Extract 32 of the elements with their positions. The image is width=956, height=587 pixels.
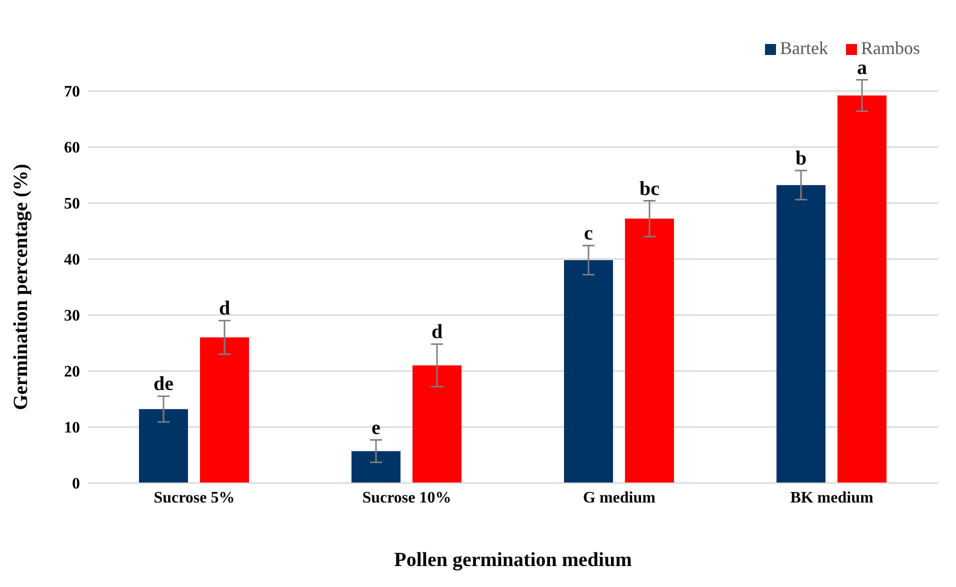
y-tick-label: 30	[64, 308, 80, 325]
x-axis-title: Pollen germination medium	[394, 549, 632, 571]
y-tick-label: 0	[72, 476, 80, 493]
y-tick-label: 50	[64, 196, 80, 213]
legend-label: Bartek	[780, 38, 828, 58]
bar	[200, 337, 249, 483]
annotation: b	[795, 148, 807, 170]
y-tick-label: 10	[64, 420, 80, 437]
y-axis-title: Germination percentage (%)	[10, 164, 32, 410]
y-tick-label: 70	[64, 84, 80, 101]
x-tick-label: BK medium	[790, 489, 874, 506]
bar	[352, 451, 400, 483]
x-tick-label: G medium	[583, 489, 656, 506]
x-tick-label: Sucrose 5%	[154, 489, 235, 506]
y-tick-label: 40	[64, 252, 80, 269]
y-tick-label: 20	[64, 364, 80, 381]
bar	[564, 260, 613, 483]
annotation: e	[372, 416, 381, 439]
x-tick-label: Sucrose 10%	[362, 489, 452, 506]
bar	[412, 365, 462, 483]
bar	[838, 95, 886, 483]
annotation: d	[218, 298, 230, 320]
annotation: c	[584, 222, 594, 245]
bar	[625, 218, 674, 483]
annotation: de	[154, 373, 174, 396]
annotation: d	[431, 321, 443, 344]
annotation: bc	[640, 178, 660, 200]
legend-label: Rambos	[860, 38, 920, 58]
text: a	[857, 56, 867, 79]
y-tick-label: 60	[64, 140, 80, 157]
bar	[139, 409, 188, 483]
bar	[776, 185, 826, 483]
